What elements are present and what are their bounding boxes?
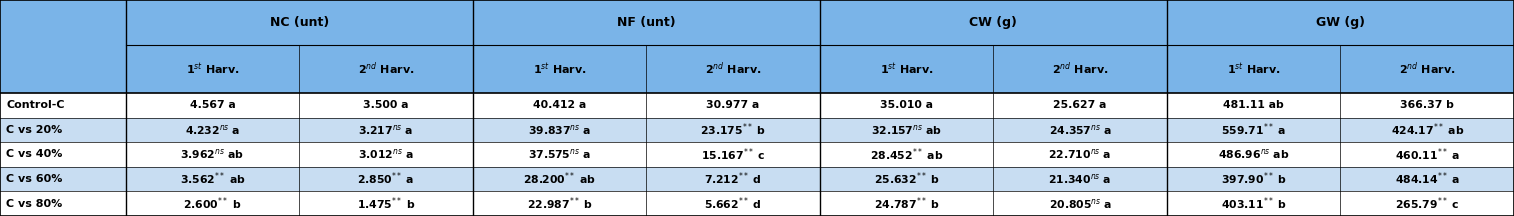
Text: 28.452$^{**}$ ab: 28.452$^{**}$ ab bbox=[871, 146, 943, 163]
Text: 2.850$^{**}$ a: 2.850$^{**}$ a bbox=[357, 171, 415, 187]
Text: 481.11 ab: 481.11 ab bbox=[1223, 100, 1284, 110]
Bar bbox=[0, 118, 1514, 142]
Text: 3.500 a: 3.500 a bbox=[363, 100, 409, 110]
Text: 4.567 a: 4.567 a bbox=[189, 100, 235, 110]
Text: 265.79$^{**}$ c: 265.79$^{**}$ c bbox=[1394, 195, 1459, 212]
Text: 2$^{nd}$ Harv.: 2$^{nd}$ Harv. bbox=[1052, 61, 1108, 77]
Text: 424.17$^{**}$ ab: 424.17$^{**}$ ab bbox=[1390, 122, 1464, 138]
Text: GW (g): GW (g) bbox=[1316, 16, 1366, 29]
Text: NF (unt): NF (unt) bbox=[618, 16, 675, 29]
Bar bbox=[0, 45, 1514, 93]
Text: 4.232$^{ns}$ a: 4.232$^{ns}$ a bbox=[185, 123, 241, 137]
Text: 20.805$^{ns}$ a: 20.805$^{ns}$ a bbox=[1049, 197, 1111, 211]
Text: 40.412 a: 40.412 a bbox=[533, 100, 586, 110]
Text: 1$^{st}$ Harv.: 1$^{st}$ Harv. bbox=[533, 61, 586, 77]
Text: 3.217$^{ns}$ a: 3.217$^{ns}$ a bbox=[359, 123, 413, 137]
Text: 7.212$^{**}$ d: 7.212$^{**}$ d bbox=[704, 171, 762, 187]
Text: 486.96$^{ns}$ ab: 486.96$^{ns}$ ab bbox=[1217, 148, 1290, 161]
Text: 1.475$^{**}$ b: 1.475$^{**}$ b bbox=[357, 195, 415, 212]
Bar bbox=[0, 142, 1514, 167]
Text: 28.200$^{**}$ ab: 28.200$^{**}$ ab bbox=[524, 171, 597, 187]
Text: 366.37 b: 366.37 b bbox=[1400, 100, 1453, 110]
Text: 460.11$^{**}$ a: 460.11$^{**}$ a bbox=[1394, 146, 1459, 163]
Text: 3.562$^{**}$ ab: 3.562$^{**}$ ab bbox=[180, 171, 245, 187]
Text: 24.357$^{ns}$ a: 24.357$^{ns}$ a bbox=[1049, 123, 1111, 137]
Text: 25.632$^{**}$ b: 25.632$^{**}$ b bbox=[874, 171, 940, 187]
Text: 35.010 a: 35.010 a bbox=[880, 100, 933, 110]
Text: 23.175$^{**}$ b: 23.175$^{**}$ b bbox=[699, 122, 766, 138]
Text: 22.987$^{**}$ b: 22.987$^{**}$ b bbox=[527, 195, 592, 212]
Text: 559.71$^{**}$ a: 559.71$^{**}$ a bbox=[1222, 122, 1287, 138]
Text: 2$^{nd}$ Harv.: 2$^{nd}$ Harv. bbox=[704, 61, 762, 77]
Text: 3.012$^{ns}$ a: 3.012$^{ns}$ a bbox=[357, 148, 413, 161]
Text: 15.167$^{**}$ c: 15.167$^{**}$ c bbox=[701, 146, 765, 163]
Text: C vs 60%: C vs 60% bbox=[6, 174, 62, 184]
Text: 2$^{nd}$ Harv.: 2$^{nd}$ Harv. bbox=[1399, 61, 1455, 77]
Text: 22.710$^{ns}$ a: 22.710$^{ns}$ a bbox=[1048, 148, 1111, 161]
Bar bbox=[0, 0, 1514, 45]
Text: 5.662$^{**}$ d: 5.662$^{**}$ d bbox=[704, 195, 762, 212]
Text: 39.837$^{ns}$ a: 39.837$^{ns}$ a bbox=[528, 123, 590, 137]
Text: 37.575$^{ns}$ a: 37.575$^{ns}$ a bbox=[528, 148, 590, 161]
Text: 32.157$^{ns}$ ab: 32.157$^{ns}$ ab bbox=[871, 123, 942, 137]
Bar bbox=[0, 191, 1514, 216]
Text: 25.627 a: 25.627 a bbox=[1054, 100, 1107, 110]
Text: 21.340$^{ns}$ a: 21.340$^{ns}$ a bbox=[1048, 172, 1111, 186]
Text: C vs 20%: C vs 20% bbox=[6, 125, 62, 135]
Text: 1$^{st}$ Harv.: 1$^{st}$ Harv. bbox=[880, 61, 934, 77]
Bar bbox=[0, 167, 1514, 191]
Text: 30.977 a: 30.977 a bbox=[707, 100, 760, 110]
Text: 3.962$^{ns}$ ab: 3.962$^{ns}$ ab bbox=[180, 148, 244, 161]
Text: 1$^{st}$ Harv.: 1$^{st}$ Harv. bbox=[186, 61, 239, 77]
Text: NC (unt): NC (unt) bbox=[269, 16, 329, 29]
Text: C vs 80%: C vs 80% bbox=[6, 199, 62, 209]
Text: 397.90$^{**}$ b: 397.90$^{**}$ b bbox=[1220, 171, 1287, 187]
Text: CW (g): CW (g) bbox=[969, 16, 1017, 29]
Text: 2$^{nd}$ Harv.: 2$^{nd}$ Harv. bbox=[357, 61, 415, 77]
Text: 403.11$^{**}$ b: 403.11$^{**}$ b bbox=[1220, 195, 1287, 212]
Text: C vs 40%: C vs 40% bbox=[6, 149, 62, 159]
Text: Control-C: Control-C bbox=[6, 100, 65, 110]
Text: 24.787$^{**}$ b: 24.787$^{**}$ b bbox=[874, 195, 940, 212]
Bar bbox=[0, 93, 1514, 118]
Text: 484.14$^{**}$ a: 484.14$^{**}$ a bbox=[1394, 171, 1459, 187]
Text: 1$^{st}$ Harv.: 1$^{st}$ Harv. bbox=[1226, 61, 1281, 77]
Text: 2.600$^{**}$ b: 2.600$^{**}$ b bbox=[183, 195, 242, 212]
